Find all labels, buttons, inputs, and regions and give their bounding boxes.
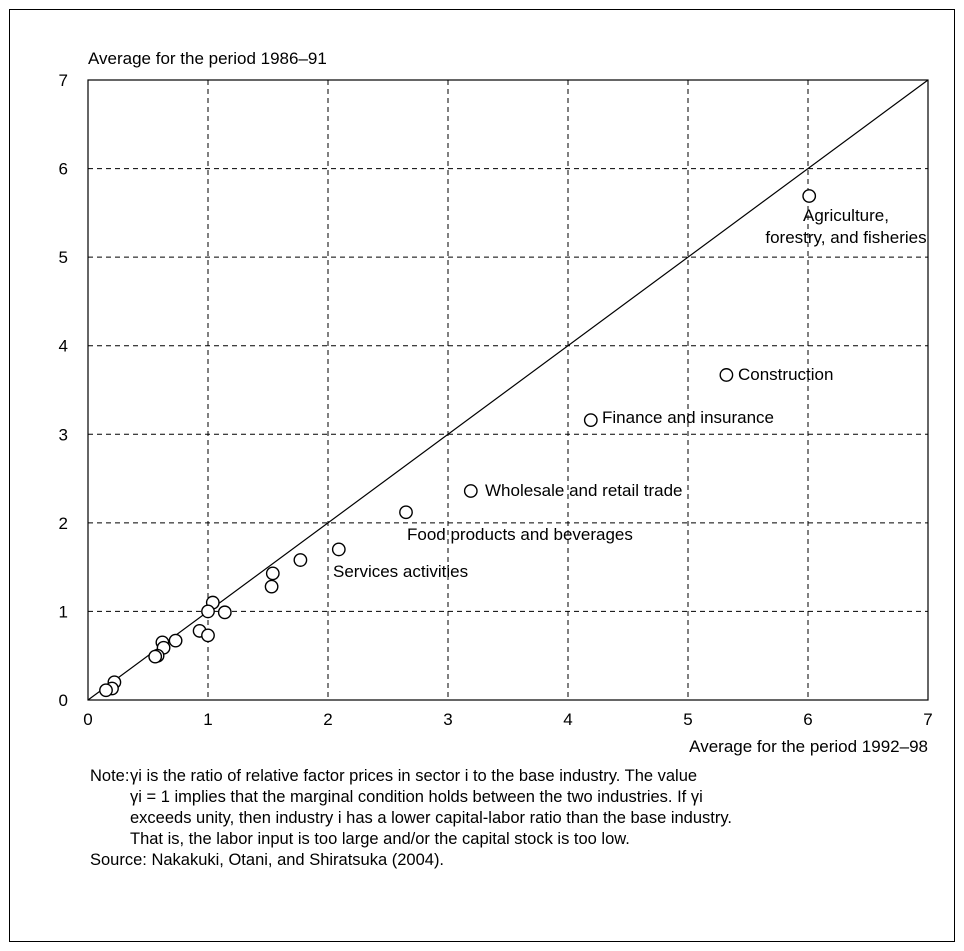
- x-tick-label: 1: [203, 710, 212, 729]
- y-tick-label: 3: [59, 425, 68, 444]
- point-annotation: Services activities: [333, 562, 468, 581]
- data-point: [264, 579, 279, 594]
- plot-area-border: [87, 79, 929, 701]
- data-point: [399, 505, 413, 520]
- y-tick-label: 0: [59, 691, 68, 710]
- x-tick-label: 0: [83, 710, 92, 729]
- y-axis-label: Average for the period 1986–91: [88, 49, 327, 68]
- x-tick-label: 3: [443, 710, 452, 729]
- data-point: [719, 368, 734, 382]
- note-block: Note: γi is the ratio of relative factor…: [90, 766, 940, 850]
- data-point: [148, 649, 163, 664]
- data-point: [217, 605, 232, 620]
- reference-line-45deg: [87, 79, 929, 701]
- point-annotation: Construction: [738, 365, 833, 384]
- x-axis-label: Average for the period 1992–98: [689, 737, 928, 756]
- y-tick-label: 6: [59, 160, 68, 179]
- x-tick-label: 5: [683, 710, 692, 729]
- data-point: [99, 683, 113, 698]
- x-tick-label: 4: [563, 710, 572, 729]
- data-point: [201, 604, 215, 619]
- point-annotation: forestry, and fisheries: [765, 228, 926, 247]
- data-point: [293, 553, 308, 567]
- source-note: Source: Nakakuki, Otani, and Shiratsuka …: [90, 851, 445, 869]
- point-annotation: Agriculture,: [803, 206, 889, 225]
- y-tick-label: 7: [59, 71, 68, 90]
- scatter-chart: 0 1 2 3 4 5 6 7 0 1 2 3 4 5 6 7 Average for the period 1…: [59, 49, 933, 756]
- data-point: [265, 566, 280, 581]
- x-tick-label: 2: [323, 710, 332, 729]
- point-annotation: Wholesale and retail trade: [485, 481, 683, 500]
- y-tick-label: 2: [59, 514, 68, 533]
- data-point: [463, 484, 478, 498]
- point-annotation: Finance and insurance: [602, 408, 774, 427]
- figure-frame: [9, 9, 955, 942]
- note-line-4: That is, the labor input is too large an…: [130, 830, 630, 848]
- x-tick-label: 7: [923, 710, 932, 729]
- note-line-3: exceeds unity, then industry i has a low…: [130, 809, 732, 827]
- point-annotation: Food products and beverages: [407, 525, 633, 544]
- y-tick-label: 5: [59, 248, 68, 267]
- data-point: [583, 413, 598, 428]
- note-line-1: γi is the ratio of relative factor price…: [130, 767, 698, 785]
- data-point: [201, 628, 215, 643]
- note-line-2: γi = 1 implies that the marginal conditi…: [130, 788, 703, 806]
- data-point: [802, 189, 817, 203]
- data-point: [168, 633, 183, 648]
- y-tick-label: 1: [59, 602, 68, 621]
- y-tick-label: 4: [59, 337, 68, 356]
- note-prefix: Note:: [90, 767, 130, 785]
- data-point: [331, 542, 346, 557]
- x-tick-label: 6: [803, 710, 812, 729]
